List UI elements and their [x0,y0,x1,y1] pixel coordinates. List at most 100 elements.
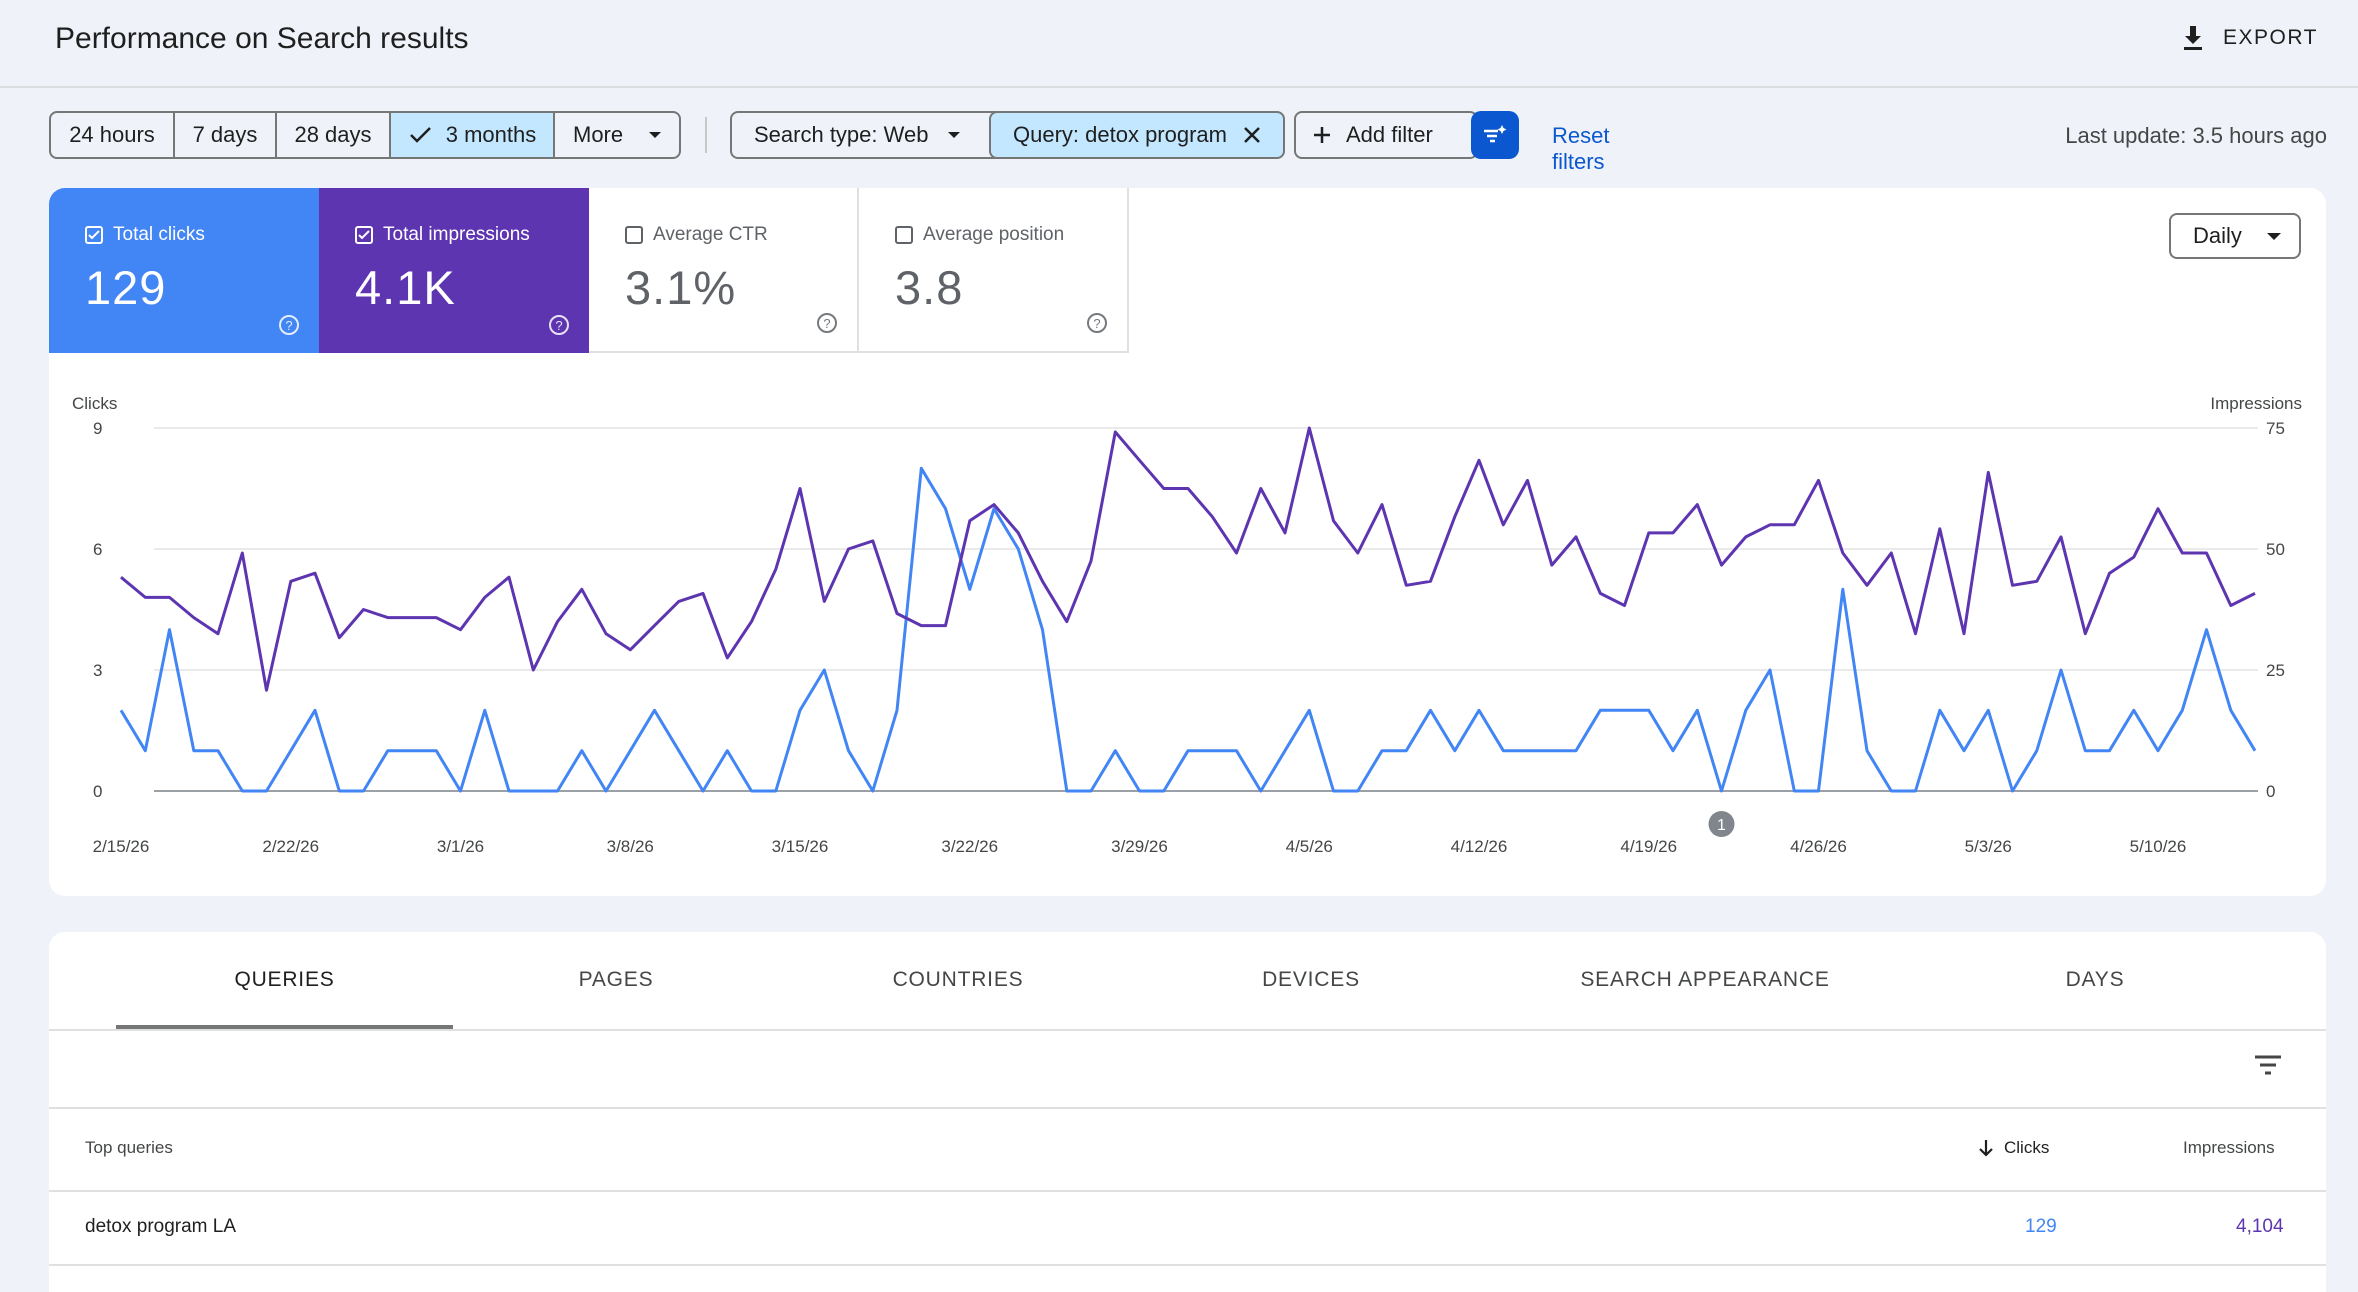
x-tick-label: 3/29/26 [1111,837,1168,856]
y-left-tick: 3 [93,661,102,680]
metric-average-ctr[interactable]: Average CTR 3.1% ? [589,188,859,353]
column-header-clicks-label: Clicks [2004,1138,2050,1157]
y-right-tick: 75 [2266,419,2285,438]
download-icon [2184,26,2203,50]
help-icon[interactable]: ? [1087,313,1107,333]
tab-devices[interactable]: DEVICES [1262,968,1360,991]
check-icon [409,127,431,143]
report-table-card: QUERIES PAGES COUNTRIES DEVICES SEARCH A… [49,932,2326,1292]
column-header-query[interactable]: Top queries [85,1138,173,1157]
granularity-select[interactable]: Daily [2169,213,2301,259]
search-type-filter[interactable]: Search type: Web [730,111,1002,159]
export-button[interactable]: EXPORT [2181,18,2318,58]
x-tick-label: 4/12/26 [1451,837,1508,856]
y-right-tick: 25 [2266,661,2285,680]
table-row-divider [49,1264,2326,1266]
column-header-clicks[interactable]: Clicks [1978,1138,2049,1158]
tab-pages[interactable]: PAGES [578,968,654,991]
x-tick-label: 4/5/26 [1286,837,1333,856]
checkbox-unchecked-icon[interactable] [895,226,913,244]
table-toolbar-divider [49,1107,2326,1109]
query-filter-label: Query: detox program [1013,122,1227,147]
x-tick-label: 3/15/26 [772,837,829,856]
smart-filter-button[interactable] [1471,111,1519,159]
last-update-text: Last update: 3.5 hours ago [2065,123,2327,148]
column-header-impressions[interactable]: Impressions [2183,1138,2275,1157]
tab-queries[interactable]: QUERIES [234,968,335,991]
add-filter-button[interactable]: Add filter [1294,111,1478,159]
x-tick-label: 4/19/26 [1620,837,1677,856]
tab-days[interactable]: DAYS [2065,968,2125,991]
range-3-months[interactable]: 3 months [391,113,555,157]
y-right-tick: 0 [2266,782,2275,801]
x-tick-label: 5/10/26 [2130,837,2187,856]
caret-down-icon [2267,233,2281,240]
y-left-tick: 6 [93,540,102,559]
active-tab-indicator [116,1025,453,1029]
y-left-tick: 0 [93,782,102,801]
range-7-days[interactable]: 7 days [175,113,277,157]
plus-icon [1314,127,1330,143]
help-icon[interactable]: ? [549,315,569,335]
x-tick-label: 5/3/26 [1965,837,2012,856]
x-tick-label: 3/1/26 [437,837,484,856]
help-icon[interactable]: ? [279,315,299,335]
tab-countries[interactable]: COUNTRIES [892,968,1024,991]
page-header: Performance on Search results EXPORT [0,0,2358,88]
page-title: Performance on Search results [55,22,469,55]
metric-value: 4.1K [355,261,456,314]
metric-label: Total clicks [113,224,205,245]
add-filter-label: Add filter [1346,122,1433,147]
series-line-impressions [120,426,2256,692]
close-icon[interactable] [1243,126,1261,144]
table-header-divider [49,1190,2326,1192]
series-line-clicks [119,466,2257,793]
metric-label: Average position [923,224,1065,245]
x-tick-label: 2/15/26 [93,837,150,856]
x-tick-label: 4/26/26 [1790,837,1847,856]
impressions-cell: 4,104 [2236,1216,2284,1237]
export-label: EXPORT [2223,26,2318,49]
metric-label: Total impressions [383,224,530,245]
y-right-tick: 50 [2266,540,2285,559]
metric-average-position[interactable]: Average position 3.8 ? [859,188,1129,353]
checkbox-checked-icon[interactable] [355,226,373,244]
performance-chart-card: Total clicks 129 ? Total impressions 4.1… [49,188,2326,896]
granularity-value: Daily [2193,223,2242,248]
range-28-days[interactable]: 28 days [277,113,391,157]
toolbar-divider [705,117,707,153]
range-24-hours[interactable]: 24 hours [51,113,175,157]
caret-down-icon [948,132,961,138]
x-tick-label: 3/22/26 [941,837,998,856]
metric-value: 3.1% [625,261,737,314]
caret-down-icon [649,132,662,138]
metric-label: Average CTR [653,224,768,245]
range-3-months-label: 3 months [445,122,537,147]
metric-value: 129 [85,261,167,314]
annotation-marker [1708,811,1735,837]
clicks-cell: 129 [2025,1216,2057,1237]
checkbox-checked-icon[interactable] [85,226,103,244]
date-range-selector: 24 hours 7 days 28 days 3 months More [49,111,681,159]
range-more[interactable]: More [555,113,679,157]
metric-total-impressions[interactable]: Total impressions 4.1K ? [319,188,589,353]
annotation-label: 1 [1717,817,1726,834]
tab-search-appearance[interactable]: SEARCH APPEARANCE [1580,968,1830,991]
arrow-down-icon [1979,1140,1993,1157]
x-tick-label: 2/22/26 [262,837,319,856]
y-right-axis-label: Impressions [2210,394,2302,413]
reset-filters-link[interactable]: Reset filters [1552,123,1610,174]
search-type-label: Search type: Web [754,122,929,147]
y-left-axis-label: Clicks [72,394,117,413]
range-more-label: More [573,122,624,147]
tabs-divider [49,1029,2326,1031]
query-filter-chip[interactable]: Query: detox program [989,111,1285,159]
help-icon[interactable]: ? [817,313,837,333]
y-left-tick: 9 [93,419,102,438]
x-tick-label: 3/8/26 [607,837,654,856]
metric-total-clicks[interactable]: Total clicks 129 ? [49,188,319,353]
query-cell[interactable]: detox program LA [85,1216,237,1237]
filter-rows-icon[interactable] [2252,1049,2284,1081]
filter-sparkle-icon [1484,125,1507,143]
checkbox-unchecked-icon[interactable] [625,226,643,244]
